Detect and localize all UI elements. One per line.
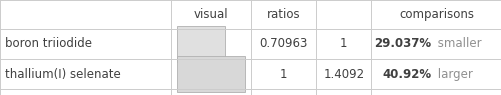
Text: visual: visual bbox=[193, 8, 227, 21]
Text: 1: 1 bbox=[340, 37, 347, 50]
Bar bbox=[176, 26, 225, 62]
Text: 29.037%: 29.037% bbox=[374, 37, 431, 50]
Text: boron triiodide: boron triiodide bbox=[5, 37, 92, 50]
Text: 1: 1 bbox=[280, 68, 287, 81]
Text: 1.4092: 1.4092 bbox=[323, 68, 364, 81]
Text: ratios: ratios bbox=[267, 8, 300, 21]
Text: thallium(I) selenate: thallium(I) selenate bbox=[5, 68, 121, 81]
Text: larger: larger bbox=[433, 68, 472, 81]
Text: 40.92%: 40.92% bbox=[382, 68, 431, 81]
Text: 0.70963: 0.70963 bbox=[259, 37, 307, 50]
Bar bbox=[176, 56, 244, 92]
Text: smaller: smaller bbox=[433, 37, 481, 50]
Text: comparisons: comparisons bbox=[398, 8, 473, 21]
